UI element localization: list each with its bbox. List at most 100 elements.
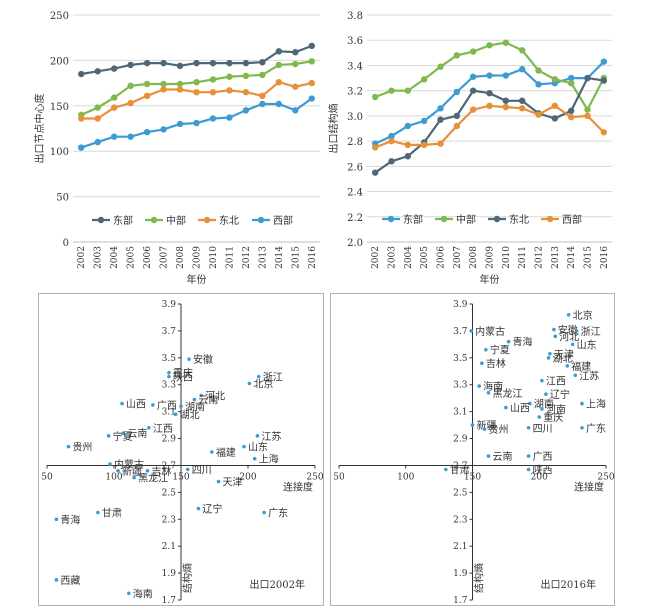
- scatter2002-point-label: 广东: [268, 507, 288, 520]
- centrality-data-point: [160, 59, 167, 67]
- scatter2016-x-axis-title: 连接度: [574, 480, 604, 493]
- scatter2016-point: [486, 454, 491, 458]
- scatter2016-point-label: 安徽: [558, 324, 578, 337]
- scatter-2002-chart: 50 100 150 200 250 1.7 1.9 2.1 2.3 2.5 2.7 2.9 3.1 3.…: [38, 293, 324, 606]
- scatter2016-point-label: 云南: [493, 450, 513, 463]
- entropy-legend-marker: [440, 215, 448, 223]
- centrality-legend-marker: [150, 216, 158, 224]
- centrality-x-tick-label: 2006: [143, 246, 153, 269]
- scatter2016-point-label: 山西: [510, 403, 530, 415]
- entropy-data-point: [420, 141, 428, 149]
- entropy-x-tick-label: 2013: [551, 246, 561, 269]
- scatter2002-y-tick-label: 3.5: [162, 354, 177, 364]
- entropy-data-point: [453, 122, 461, 130]
- entropy-x-tick-label: 2005: [420, 246, 430, 269]
- centrality-data-point: [292, 49, 299, 56]
- scatter2016-point: [540, 407, 544, 411]
- centrality-x-tick-label: 2016: [308, 246, 318, 269]
- scatter2002-x-axis-title: 连接度: [283, 480, 313, 493]
- entropy-y-tick-label: 2.2: [347, 213, 363, 224]
- scatter2002-point: [151, 403, 155, 407]
- scatter2002-point: [120, 401, 124, 406]
- scatter2016-y-tick-label: 3.9: [453, 300, 468, 310]
- entropy-data-point: [518, 47, 526, 54]
- scatter2016-point: [470, 423, 475, 427]
- entropy-x-tick-label: 2007: [453, 246, 463, 269]
- scatter2016-point: [526, 467, 531, 472]
- scatter2002-point: [96, 510, 100, 515]
- entropy-data-point: [584, 106, 591, 113]
- scatter2016-point: [480, 361, 484, 365]
- entropy-data-point: [469, 106, 477, 113]
- entropy-data-point: [437, 105, 444, 112]
- scatter2002-point-label: 海南: [133, 587, 153, 600]
- scatter2016-point: [548, 351, 552, 356]
- entropy-legend-label: 东部: [403, 213, 423, 226]
- entropy-y-tick-label: 3.0: [347, 112, 363, 123]
- entropy-x-tick-label: 2016: [600, 246, 610, 269]
- centrality-data-point: [259, 71, 266, 79]
- centrality-data-point: [292, 107, 299, 114]
- centrality-data-point: [110, 133, 118, 140]
- scatter2016-point: [570, 342, 575, 347]
- scatter2002-point-label: 河北: [205, 390, 225, 402]
- entropy-data-point: [567, 74, 575, 82]
- scatter2016-point: [540, 378, 544, 383]
- scatter2016-point: [566, 312, 571, 317]
- scatter2002-point-label: 江西: [153, 423, 173, 435]
- centrality-data-point: [308, 95, 315, 102]
- entropy-y-tick-label: 3.4: [347, 61, 363, 72]
- entropy-data-point: [404, 153, 412, 160]
- scatter2002-point-label: 湖南: [185, 400, 205, 413]
- entropy-x-tick-label: 2014: [567, 246, 577, 269]
- scatter2016-point-label: 新疆: [477, 419, 497, 432]
- centrality-data-point: [127, 133, 134, 140]
- entropy-legend-marker: [387, 215, 395, 223]
- centrality-legend-label: 东部: [113, 214, 133, 227]
- scatter2002-point: [255, 434, 260, 438]
- scatter2016-y-tick-label: 3.7: [453, 327, 468, 337]
- centrality-y-tick-label: 100: [50, 147, 69, 158]
- scatter2016-point: [526, 454, 531, 458]
- scatter2002-point-label: 上海: [259, 453, 279, 466]
- scatter2016-point-label: 贵州: [489, 423, 509, 436]
- entropy-y-axis-title: 出口结构熵: [327, 104, 340, 154]
- scatter2016-point-label: 江苏: [579, 369, 599, 382]
- scatter2016-y-tick-label: 2.1: [453, 542, 467, 552]
- scatter2002-point: [187, 357, 191, 361]
- entropy-legend-marker: [546, 215, 554, 223]
- centrality-data-point: [226, 59, 233, 67]
- entropy-x-tick-label: 2004: [404, 246, 414, 269]
- scatter2002-point-label: 四川: [192, 465, 212, 476]
- scatter2002-point: [145, 469, 150, 473]
- scatter2016-point: [528, 401, 532, 406]
- scatter2016-point-label: 广西: [533, 451, 553, 463]
- scatter2002-point: [252, 456, 257, 461]
- centrality-data-point: [209, 88, 217, 96]
- scatter2016-point-label: 上海: [586, 398, 606, 411]
- scatter2002-y-tick-label: 2.1: [162, 542, 176, 552]
- scatter2002-point-label: 贵州: [72, 441, 92, 454]
- entropy-line-chart-svg: 2.0 2.2 2.4 2.6 2.8 3.0 3.2 3.4 3.6 3.8 2002 2003 20…: [327, 11, 612, 286]
- entropy-line-chart: 2.0 2.2 2.4 2.6 2.8 3.0 3.2 3.4 3.6 3.8 2002 2003 20…: [325, 0, 650, 290]
- entropy-data-point: [437, 63, 444, 70]
- scatter2002-point-label: 黑龙江: [138, 472, 168, 485]
- entropy-data-point: [453, 52, 461, 59]
- entropy-data-point: [371, 93, 379, 101]
- scatter2016-point: [553, 334, 558, 339]
- scatter2016-point-label: 湖南: [534, 398, 554, 411]
- entropy-data-point: [486, 42, 493, 49]
- scatter2016-point-label: 北京: [573, 309, 593, 322]
- scatter2002-point: [54, 578, 59, 582]
- centrality-data-point: [193, 59, 200, 67]
- entropy-legend-label: 东北: [509, 213, 529, 226]
- entropy-data-point: [518, 66, 526, 73]
- scatter2002-point-label: 广西: [157, 400, 177, 412]
- scatter2016-y-tick-label: 3.1: [453, 408, 467, 418]
- scatter2016-x-tick-label: 250: [597, 472, 614, 482]
- centrality-y-tick-label: 250: [50, 11, 69, 22]
- centrality-data-point: [94, 68, 101, 75]
- centrality-x-axis-title: 年份: [187, 273, 207, 286]
- scatter2002-point: [173, 412, 178, 417]
- centrality-x-tick-label: 2013: [258, 246, 268, 269]
